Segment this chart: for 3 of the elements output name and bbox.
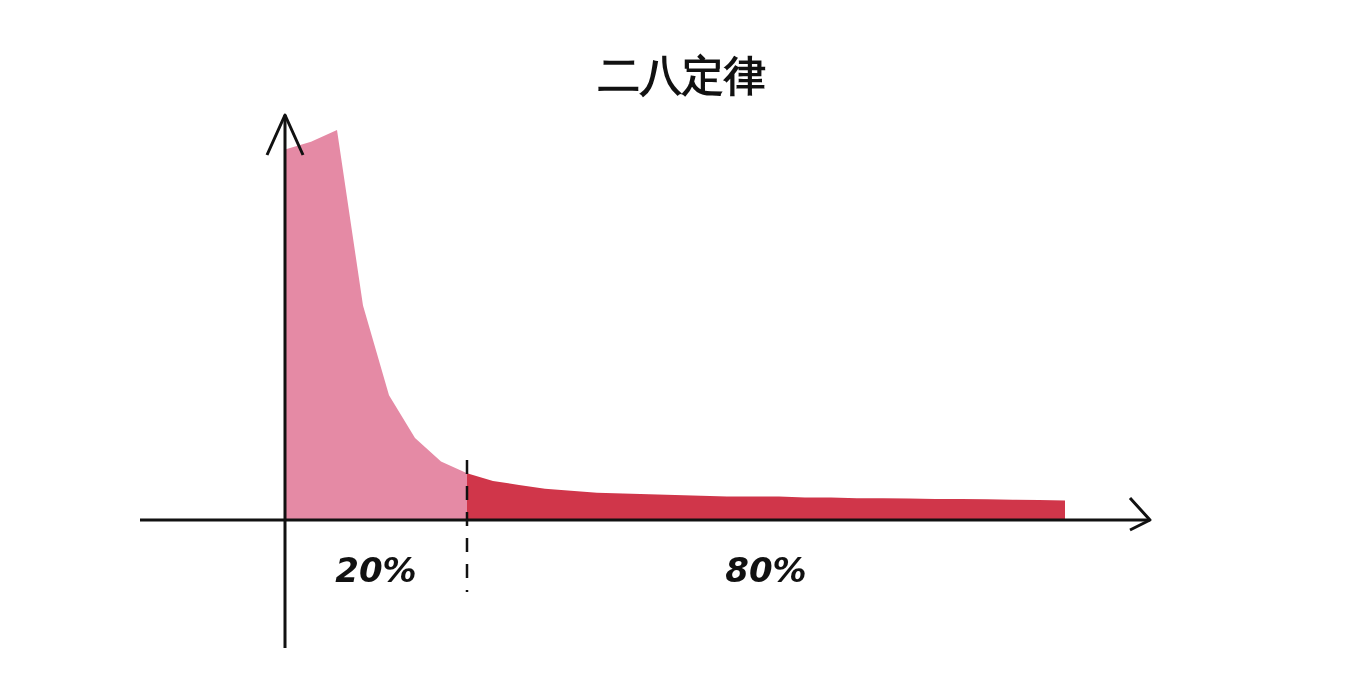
text: 80%	[725, 550, 807, 590]
chart-title: 二八定律	[598, 51, 766, 100]
text: 20%	[335, 550, 417, 590]
